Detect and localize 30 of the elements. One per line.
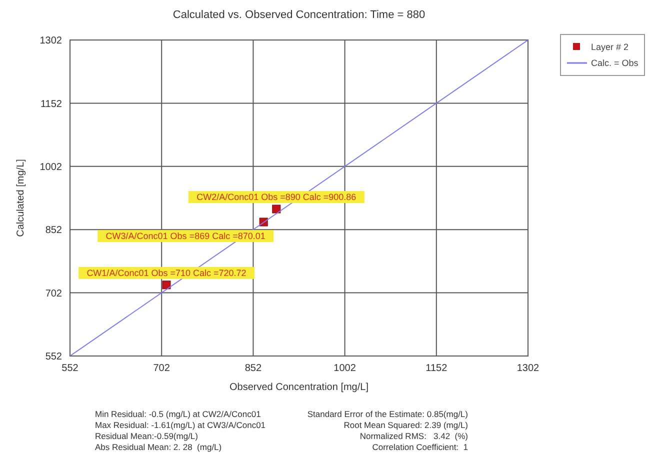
point <box>272 204 281 214</box>
data-label: CW3/A/Conc01 Obs =869 Calc =870.01 <box>106 231 266 242</box>
text: Correlation Coefficient: 1 <box>371 442 468 453</box>
text: Max Residual: -1.61(mg/L) at CW3/A/Conc01 <box>95 420 266 431</box>
y-tick-label: 702 <box>45 288 62 300</box>
legend-label: Calc. = Obs <box>591 58 638 68</box>
text: Min Residual: -0.5 (mg/L) at CW2/A/Conc01 <box>95 409 262 420</box>
x-axis-title: Observed Concentration [mg/L] <box>230 382 369 393</box>
data-label: CW2/A/Conc01 Obs =890 Calc =900.86 <box>196 192 356 202</box>
x-tick-label: 1152 <box>426 363 448 374</box>
text: Abs Residual Mean: 2. 28 (mg/L) <box>95 442 223 453</box>
x-tick-label: 852 <box>244 363 262 374</box>
y-axis-title: Calculated [mg/L] <box>16 158 27 237</box>
x-tick-label: 1302 <box>516 363 540 374</box>
y-tick-label: 552 <box>45 352 62 363</box>
text: Standard Error of the Estimate: 0.85(mg/L) <box>307 409 468 420</box>
y-tick-label: 1152 <box>40 98 62 110</box>
point <box>162 280 171 290</box>
x-tick-label: 1002 <box>334 363 356 374</box>
x-tick-label: 552 <box>62 363 79 374</box>
text: Normalized RMS: 3.42 (%) <box>358 431 468 442</box>
legend-label: Layer # 2 <box>591 42 629 52</box>
text: Residual Mean:-0.59(mg/L) <box>95 431 199 442</box>
y-tick-label: 1302 <box>40 36 62 47</box>
chart-title: Calculated vs. Observed Concentration: Time = 880 <box>172 9 426 21</box>
text: Root Mean Squared: 2.39 (mg/L) <box>342 420 468 431</box>
data-label: CW1/A/Conc01 Obs =710 Calc =720.72 <box>86 268 246 278</box>
x-tick-label: 702 <box>153 363 170 374</box>
y-tick-label: 1002 <box>40 162 62 173</box>
y-tick-label: 852 <box>45 225 62 236</box>
